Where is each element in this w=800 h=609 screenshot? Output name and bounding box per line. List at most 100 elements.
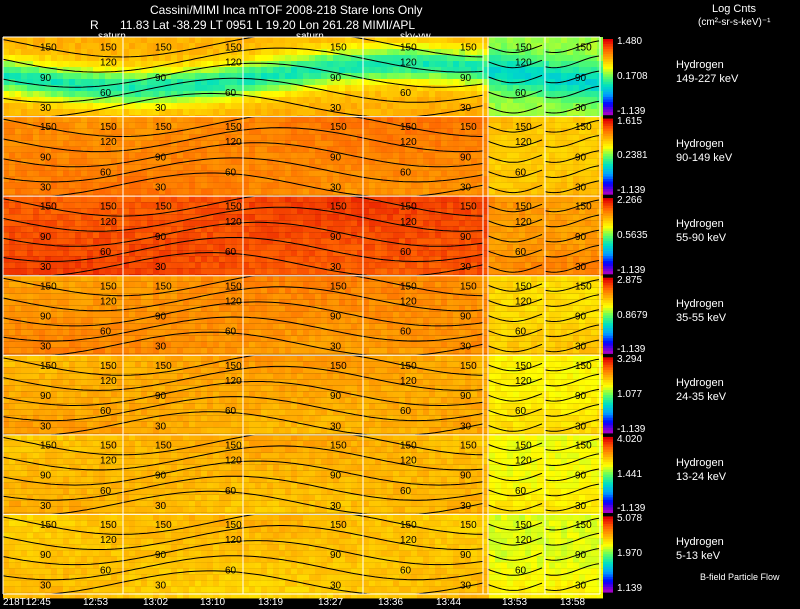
heatmap-cell: [459, 73, 465, 79]
heatmap-cell: [141, 109, 147, 115]
heatmap-cell: [471, 214, 477, 221]
heatmap-cell: [135, 208, 141, 215]
heatmap-cell: [339, 109, 345, 115]
colorbar-1: [603, 39, 613, 116]
heatmap-cell: [99, 146, 105, 153]
heatmap-cell: [405, 55, 411, 61]
heatmap-cell: [33, 109, 39, 115]
heatmap-cell: [561, 146, 567, 153]
heatmap-cell: [291, 256, 297, 263]
heatmap-cell: [183, 268, 189, 275]
heatmap-cell: [501, 134, 507, 141]
heatmap-cell: [309, 79, 315, 85]
heatmap-cell: [21, 238, 27, 245]
heatmap-cell: [81, 103, 87, 109]
heatmap-cell: [405, 238, 411, 245]
colorbar-step: [603, 141, 613, 145]
contour-label: 150: [225, 43, 242, 54]
heatmap-cell: [207, 85, 213, 91]
heatmap-cell: [369, 170, 375, 177]
heatmap-cell: [177, 232, 183, 239]
heatmap-cell: [561, 85, 567, 91]
heatmap-cell: [201, 176, 207, 183]
heatmap-cell: [9, 49, 15, 55]
heatmap-cell: [321, 128, 327, 135]
heatmap-cell: [153, 202, 159, 209]
heatmap-cell: [387, 67, 393, 73]
heatmap-cell: [459, 91, 465, 97]
heatmap-cell: [15, 73, 21, 79]
heatmap-cell: [75, 347, 81, 354]
heatmap-cell: [429, 262, 435, 269]
heatmap-cell: [495, 85, 501, 91]
heatmap-cell: [135, 85, 141, 91]
heatmap-cell: [39, 73, 45, 79]
heatmap-cell: [111, 262, 117, 269]
heatmap-cell: [465, 55, 471, 61]
heatmap-cell: [423, 170, 429, 177]
heatmap-cell: [303, 109, 309, 115]
heatmap-cell: [525, 122, 531, 129]
heatmap-cell: [333, 103, 339, 109]
heatmap-cell: [549, 146, 555, 153]
heatmap-cell: [327, 238, 333, 245]
heatmap-cell: [321, 158, 327, 165]
heatmap-cell: [231, 134, 237, 141]
heatmap-cell: [309, 122, 315, 129]
heatmap-cell: [51, 55, 57, 61]
heatmap-cell: [399, 128, 405, 135]
heatmap-cell: [123, 287, 129, 294]
heatmap-cell: [87, 262, 93, 269]
heatmap-cell: [519, 134, 525, 141]
heatmap-cell: [105, 152, 111, 159]
heatmap-cell: [591, 122, 597, 129]
heatmap-cell: [465, 262, 471, 269]
heatmap-cell: [375, 103, 381, 109]
heatmap-cell: [393, 208, 399, 215]
heatmap-cell: [465, 128, 471, 135]
heatmap-cell: [141, 37, 147, 43]
heatmap-cell: [15, 164, 21, 171]
contour-label: 120: [100, 217, 117, 228]
heatmap-cell: [129, 232, 135, 239]
heatmap-cell: [447, 232, 453, 239]
heatmap-cell: [51, 287, 57, 294]
heatmap-cell: [75, 73, 81, 79]
heatmap-cell: [483, 170, 489, 177]
colorbar-step: [603, 156, 613, 160]
heatmap-cell: [123, 49, 129, 55]
heatmap-cell: [375, 170, 381, 177]
heatmap-cell: [549, 182, 555, 189]
heatmap-cell: [213, 170, 219, 177]
heatmap-cell: [477, 164, 483, 171]
heatmap-cell: [237, 281, 243, 288]
contour-line: [544, 229, 600, 243]
heatmap-cell: [345, 164, 351, 171]
heatmap-cell: [177, 134, 183, 141]
colorbar-step: [603, 241, 613, 245]
heatmap-cell: [171, 188, 177, 195]
heatmap-cell: [159, 287, 165, 294]
heatmap-cell: [435, 238, 441, 245]
heatmap-cell: [39, 158, 45, 165]
heatmap-cell: [201, 97, 207, 103]
contour-line: [544, 100, 600, 114]
heatmap-cell: [411, 220, 417, 227]
heatmap-cell: [51, 317, 57, 324]
heatmap-cell: [453, 49, 459, 55]
contour-label: 30: [155, 103, 167, 114]
heatmap-cell: [123, 134, 129, 141]
heatmap-cell: [393, 140, 399, 147]
heatmap-cell: [165, 196, 171, 203]
heatmap-cell: [255, 170, 261, 177]
heatmap-cell: [177, 196, 183, 203]
heatmap-cell: [87, 208, 93, 215]
heatmap-cell: [465, 232, 471, 239]
heatmap-cell: [141, 250, 147, 257]
heatmap-cell: [237, 323, 243, 330]
heatmap-cell: [147, 208, 153, 215]
heatmap-cell: [585, 244, 591, 251]
heatmap-cell: [375, 140, 381, 147]
heatmap-cell: [411, 37, 417, 43]
heatmap-cell: [429, 164, 435, 171]
